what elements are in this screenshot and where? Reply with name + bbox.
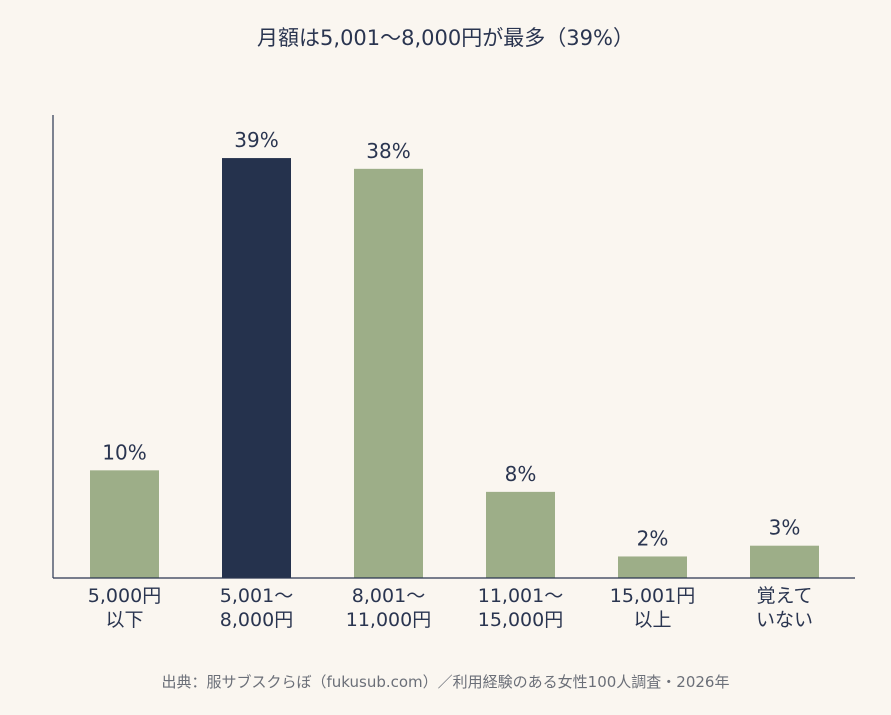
x-tick-label: 以下 (105, 609, 143, 631)
x-tick-label: 11,001〜 (478, 585, 563, 607)
data-label: 10% (102, 440, 146, 464)
data-label: 8% (505, 462, 537, 486)
bar (750, 545, 819, 578)
bar (486, 491, 555, 578)
x-tick-label: 8,000円 (220, 609, 293, 631)
x-tick-label: 5,001〜 (220, 585, 293, 607)
source-note: 出典：服サブスクらぼ（fukusub.com）／利用経験のある女性100人調査・… (161, 673, 730, 691)
x-tick-label: 8,001〜 (352, 585, 425, 607)
x-tick-label: 15,000円 (478, 609, 563, 631)
x-tick-label: 以上 (633, 609, 671, 631)
x-tick-label: 11,000円 (346, 609, 431, 631)
x-tick-label: 15,001円 (610, 585, 695, 607)
x-tick-label: 覚えて (756, 585, 812, 607)
x-tick-label: 5,000円 (88, 585, 161, 607)
bar (618, 556, 687, 578)
chart-title: 月額は5,001〜8,000円が最多（39%） (257, 26, 634, 50)
bar (90, 470, 159, 578)
data-label: 2% (637, 526, 669, 550)
x-tick-label: いない (756, 609, 813, 631)
data-label: 38% (366, 139, 410, 163)
data-label: 3% (769, 516, 801, 540)
data-label: 39% (234, 128, 278, 152)
bar (354, 168, 423, 578)
bar (222, 158, 291, 578)
